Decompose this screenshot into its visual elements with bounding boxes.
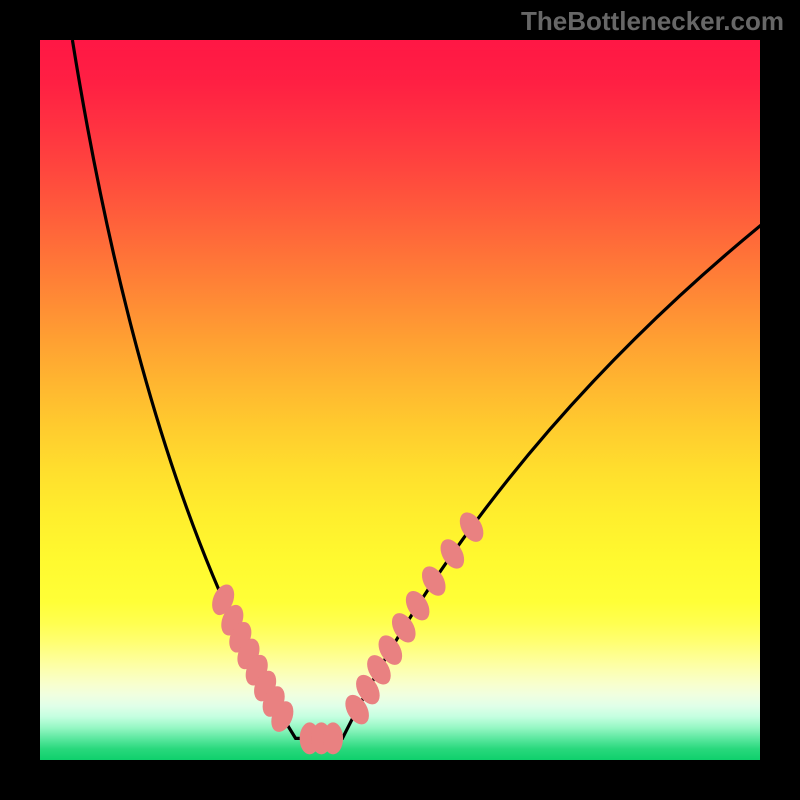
watermark-text: TheBottlenecker.com [521,6,784,37]
bottleneck-curve [72,40,760,738]
curve-marker [417,562,450,600]
curve-layer [40,40,760,760]
plot-area [40,40,760,760]
chart-root: TheBottlenecker.com [0,0,800,800]
curve-marker [436,535,469,573]
curve-marker [323,722,343,754]
curve-markers [208,508,488,754]
